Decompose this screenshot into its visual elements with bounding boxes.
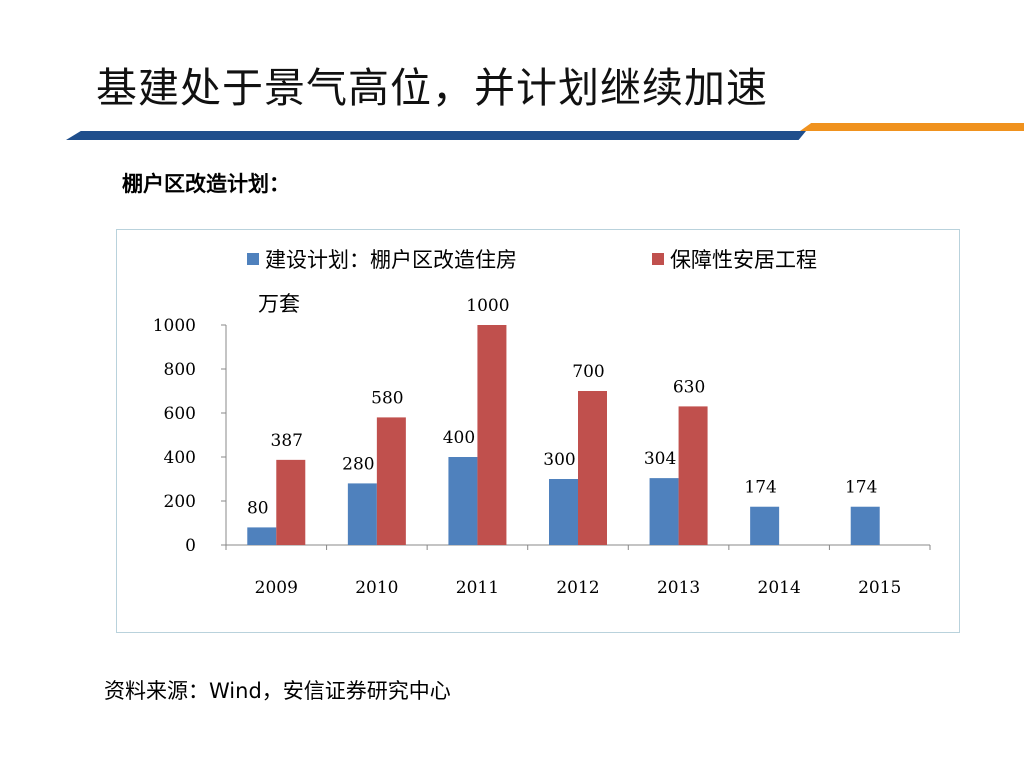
x-tick-label: 2009: [255, 578, 298, 598]
data-label: 174: [744, 478, 776, 498]
data-label: 700: [572, 362, 604, 382]
legend-item-series-1: 建设计划：棚户区改造住房: [247, 244, 517, 274]
bar-2013-series-1: [649, 478, 679, 545]
y-tick-label: 0: [185, 536, 196, 556]
bar-2012-series-2: [578, 391, 607, 545]
data-label: 300: [543, 450, 575, 470]
data-label: 1000: [466, 296, 509, 316]
bar-2010-series-2: [376, 417, 406, 545]
y-tick-label: 800: [164, 360, 196, 380]
bar-2015-series-1: [850, 506, 880, 545]
bar-2011-series-1: [448, 457, 478, 545]
bar-2014-series-1: [750, 506, 780, 545]
bar-2013-series-2: [678, 406, 708, 545]
x-tick-label: 2013: [657, 578, 700, 598]
bar-2011-series-2: [477, 325, 507, 545]
source-note: 资料来源：Wind，安信证券研究中心: [104, 679, 451, 703]
slide-title: 基建处于景气高位，并计划继续加速: [96, 64, 768, 112]
legend-label-series-2: 保障性安居工程: [670, 248, 817, 272]
bar-2012-series-1: [549, 479, 578, 545]
y-tick-label: 200: [164, 492, 196, 512]
title-underline-orange: [800, 123, 1024, 131]
x-tick-label: 2015: [858, 578, 901, 598]
legend-item-series-2: 保障性安居工程: [652, 244, 817, 274]
bar-2009-series-1: [247, 527, 277, 545]
section-heading: 棚户区改造计划：: [122, 172, 290, 196]
legend-swatch-series-2: [652, 253, 664, 265]
data-label: 387: [271, 431, 303, 451]
data-label: 400: [443, 428, 475, 448]
unit-label: 万套: [258, 292, 300, 316]
data-label: 280: [342, 454, 374, 474]
y-tick-label: 400: [164, 448, 196, 468]
data-label: 630: [673, 377, 705, 397]
title-underline-blue: [66, 131, 806, 140]
x-tick-label: 2014: [758, 578, 801, 598]
chart-frame: [116, 229, 960, 633]
x-tick-label: 2010: [355, 578, 398, 598]
data-label: 580: [371, 388, 403, 408]
y-tick-label: 1000: [153, 316, 196, 336]
legend-label-series-1: 建设计划：棚户区改造住房: [265, 248, 517, 272]
data-label: 174: [845, 478, 877, 498]
bar-2009-series-2: [276, 459, 306, 545]
x-tick-label: 2012: [556, 578, 599, 598]
x-tick-label: 2011: [456, 578, 499, 598]
data-label: 80: [247, 498, 269, 518]
data-label: 304: [644, 449, 676, 469]
legend-swatch-series-1: [247, 253, 259, 265]
y-tick-label: 600: [164, 404, 196, 424]
bar-2010-series-1: [347, 483, 377, 545]
